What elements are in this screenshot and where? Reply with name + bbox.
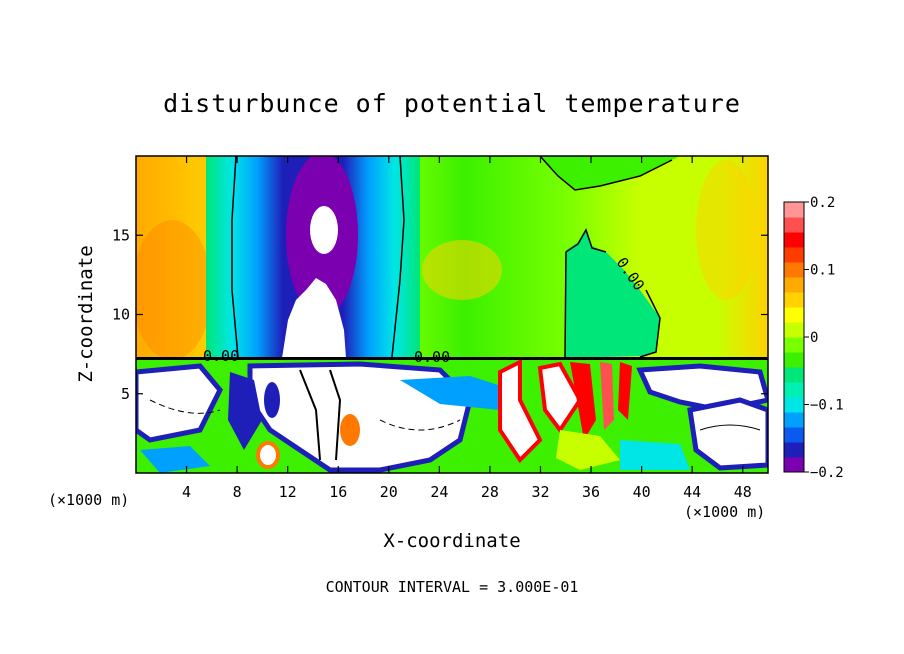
colorbar-swatch: [784, 412, 804, 428]
colorbar-swatch: [784, 427, 804, 443]
contour-label: 0.00: [414, 348, 450, 366]
x-axis: 4 8 12 16 20 24 28 32 36 40 44 48: [182, 156, 752, 501]
y-tick-label: 10: [112, 306, 130, 324]
upper-warm-band: [422, 240, 502, 300]
x-tick-label: 8: [233, 483, 242, 501]
colorbar-swatch: [784, 262, 804, 278]
colorbar: 0.2 0.1 0 −0.1 −0.2: [784, 195, 844, 481]
colorbar-swatch: [784, 442, 804, 458]
colorbar-swatch: [784, 217, 804, 233]
cold-core-white: [310, 206, 338, 254]
x-tick-label: 44: [683, 483, 701, 501]
y-tick-label: 15: [112, 226, 130, 244]
colorbar-tick-label: −0.1: [810, 398, 844, 414]
x-unit-right: (×1000 m): [684, 503, 765, 521]
colorbar-tick-label: −0.2: [810, 465, 844, 481]
chart-title: disturbunce of potential temperature: [163, 89, 741, 118]
upper-warm-band: [136, 220, 212, 360]
x-tick-label: 12: [279, 483, 297, 501]
x-tick-label: 48: [734, 483, 752, 501]
inversion-line: [136, 357, 768, 360]
colorbar-swatch: [784, 247, 804, 263]
x-tick-label: 4: [182, 483, 191, 501]
colorbar-swatch: [784, 352, 804, 368]
colorbar-swatch: [784, 307, 804, 323]
y-axis: 5 10 15: [112, 226, 768, 403]
colorbar-swatch: [784, 367, 804, 383]
x-tick-label: 36: [582, 483, 600, 501]
x-tick-label: 16: [329, 483, 347, 501]
upper-warm-band: [696, 160, 756, 300]
colorbar-swatch: [784, 277, 804, 293]
colorbar-frame: [783, 201, 805, 473]
y-axis-label: Z-coordinate: [75, 245, 97, 382]
colorbar-swatch: [784, 337, 804, 353]
x-tick-label: 28: [481, 483, 499, 501]
colorbar-tick-label: 0: [810, 330, 818, 346]
x-unit-left: (×1000 m): [48, 491, 129, 509]
contour-label: 0.00: [203, 347, 239, 365]
colorbar-swatch: [784, 322, 804, 338]
colorbar-tick-label: 0.1: [810, 263, 835, 279]
colorbar-swatch: [784, 292, 804, 308]
cold-core-white: [282, 278, 346, 358]
colorbar-swatch: [784, 382, 804, 398]
y-tick-label: 5: [121, 385, 130, 403]
upper-green-region: [565, 228, 660, 358]
x-axis-label: X-coordinate: [383, 530, 520, 552]
contour-interval-note: CONTOUR INTERVAL = 3.000E-01: [326, 578, 579, 596]
colorbar-swatch: [784, 457, 804, 473]
x-tick-label: 20: [380, 483, 398, 501]
upper-green-cap: [540, 156, 680, 190]
lower-turbulence: [136, 358, 768, 473]
x-tick-label: 24: [430, 483, 448, 501]
contour-lines: [149, 156, 761, 461]
x-tick-label: 32: [531, 483, 549, 501]
colorbar-swatch: [784, 232, 804, 248]
x-tick-label: 40: [633, 483, 651, 501]
colorbar-tick-label: 0.2: [810, 195, 835, 211]
colorbar-swatch: [784, 397, 804, 413]
colorbar-swatch: [784, 202, 804, 218]
plot-area: 0.00 0.00 0.00: [136, 156, 768, 473]
